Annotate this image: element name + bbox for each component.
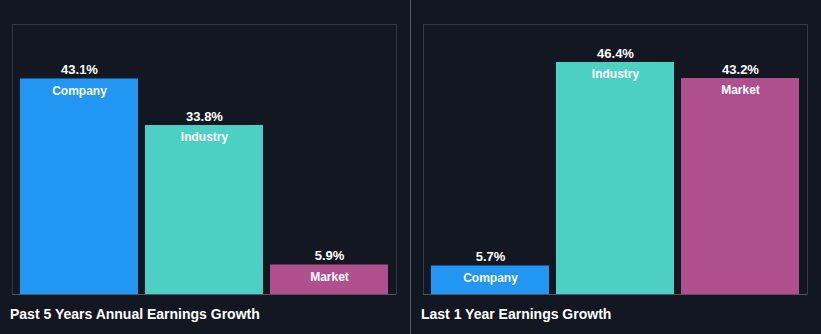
svg-text:Industry: Industry <box>592 67 640 81</box>
svg-text:46.4%: 46.4% <box>597 46 634 61</box>
svg-text:5.9%: 5.9% <box>315 248 345 263</box>
svg-text:Market: Market <box>721 83 760 97</box>
svg-text:Industry: Industry <box>181 130 229 144</box>
svg-text:Market: Market <box>310 270 349 284</box>
svg-text:43.1%: 43.1% <box>61 62 98 77</box>
svg-text:43.2%: 43.2% <box>722 62 759 77</box>
svg-text:Company: Company <box>52 84 107 98</box>
svg-text:33.8%: 33.8% <box>186 109 223 124</box>
html-text:Last 1 Year Earnings Growth: Last 1 Year Earnings Growth <box>421 306 612 322</box>
svg-text:5.7%: 5.7% <box>476 249 506 264</box>
svg-text:Company: Company <box>463 271 518 285</box>
html-text:Past 5 Years Annual Earnings G: Past 5 Years Annual Earnings Growth <box>10 306 260 322</box>
